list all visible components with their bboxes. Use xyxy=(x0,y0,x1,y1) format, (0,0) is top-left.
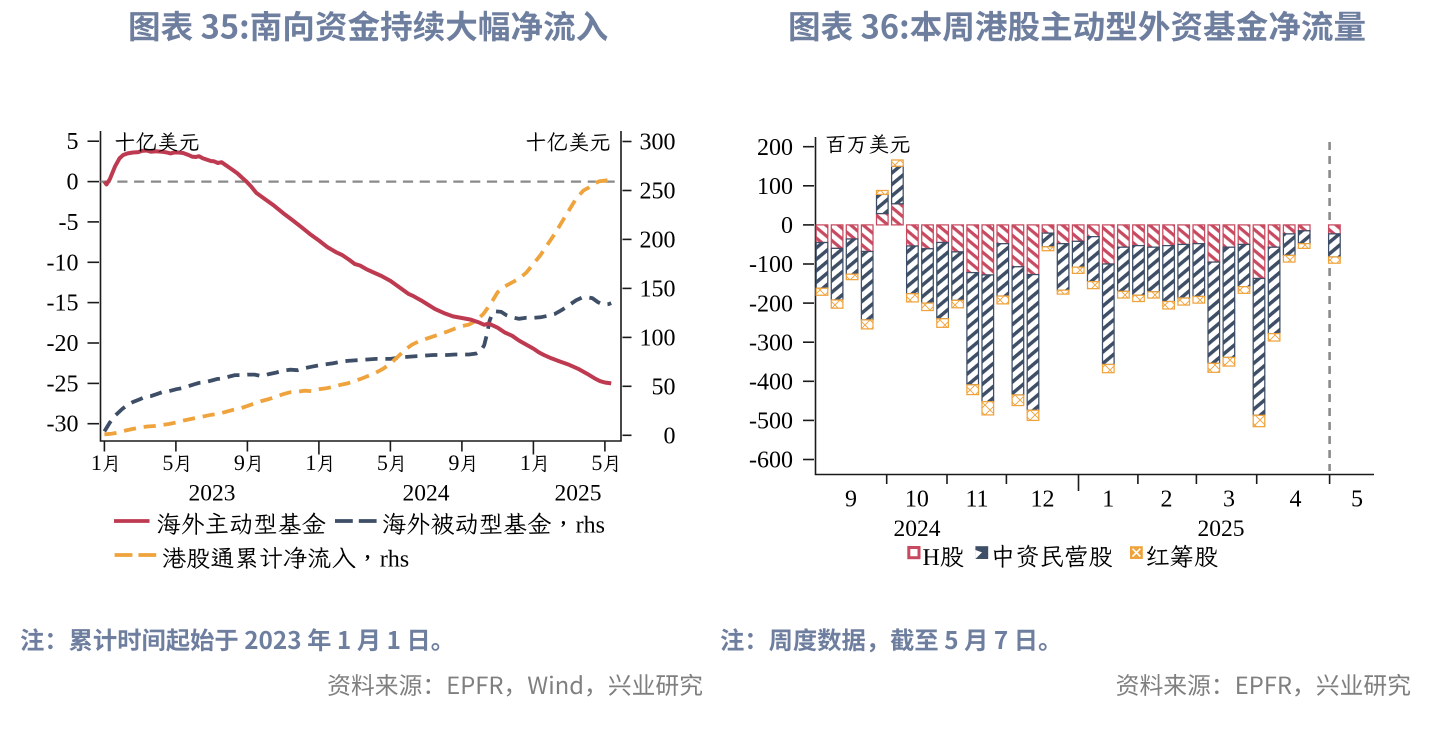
svg-text:2024: 2024 xyxy=(894,516,941,542)
svg-text:0: 0 xyxy=(67,170,79,196)
svg-text:2023: 2023 xyxy=(189,481,236,507)
svg-text:-300: -300 xyxy=(749,330,793,356)
svg-text:0: 0 xyxy=(664,423,676,449)
svg-text:5: 5 xyxy=(1351,487,1363,513)
svg-text:-400: -400 xyxy=(749,370,793,396)
svg-text:-200: -200 xyxy=(749,291,793,317)
svg-text:9: 9 xyxy=(845,487,857,513)
svg-text:200: 200 xyxy=(640,227,676,253)
svg-text:3: 3 xyxy=(1223,487,1235,513)
svg-text:50: 50 xyxy=(652,374,676,400)
svg-text:2025: 2025 xyxy=(555,481,602,507)
svg-text:100: 100 xyxy=(757,174,793,200)
svg-text:-25: -25 xyxy=(47,371,79,397)
svg-text:-5: -5 xyxy=(59,210,79,236)
svg-text:12: 12 xyxy=(1031,487,1055,513)
svg-text:11: 11 xyxy=(965,487,988,513)
svg-text:300: 300 xyxy=(640,130,676,156)
svg-text:2024: 2024 xyxy=(403,481,450,507)
svg-text:5: 5 xyxy=(67,129,79,155)
svg-text:250: 250 xyxy=(640,179,676,205)
svg-text:-600: -600 xyxy=(749,448,793,474)
svg-text:-10: -10 xyxy=(47,250,79,276)
svg-text:2025: 2025 xyxy=(1198,516,1245,542)
svg-text:-20: -20 xyxy=(47,331,79,357)
svg-text:-100: -100 xyxy=(749,252,793,278)
svg-text:4: 4 xyxy=(1290,487,1302,513)
svg-text:-30: -30 xyxy=(47,412,79,438)
svg-text:-15: -15 xyxy=(47,291,79,317)
svg-text:100: 100 xyxy=(640,325,676,351)
svg-text:150: 150 xyxy=(640,276,676,302)
svg-text:1: 1 xyxy=(1102,487,1114,513)
svg-text:10: 10 xyxy=(905,487,929,513)
svg-text:2: 2 xyxy=(1161,487,1173,513)
svg-text:-500: -500 xyxy=(749,409,793,435)
svg-text:200: 200 xyxy=(757,135,793,161)
svg-text:0: 0 xyxy=(781,213,793,239)
